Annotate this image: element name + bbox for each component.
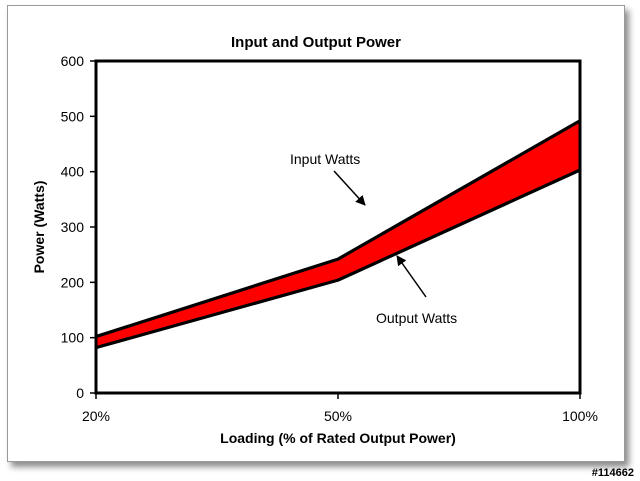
series-line-output-watts — [95, 168, 581, 350]
watermark: #114662 — [591, 467, 634, 479]
x-axis-title: Loading (% of Rated Output Power) — [220, 430, 456, 446]
y-axis-title: Power (Watts) — [31, 181, 47, 274]
x-tick-label: 50% — [324, 408, 352, 424]
y-tick-label: 500 — [61, 108, 85, 124]
input-watts-arrow — [333, 170, 366, 206]
output-watts-annotation: Output Watts — [376, 310, 457, 326]
plot-area: 0 100 200 300 400 500 600 20% 50% 100% — [61, 53, 598, 424]
chart-frame — [7, 5, 625, 462]
y-tick-label: 300 — [61, 219, 85, 235]
output-watts-arrow — [396, 255, 427, 298]
series-line-input-watts — [95, 119, 581, 339]
y-tick-label: 0 — [76, 385, 84, 401]
input-watts-annotation: Input Watts — [290, 151, 360, 167]
plot-border — [94, 59, 582, 395]
y-tick-label: 200 — [61, 274, 85, 290]
y-tick-label: 400 — [61, 164, 85, 180]
band-between-series — [96, 120, 580, 348]
x-tick-label: 20% — [82, 408, 110, 424]
chart-title: Input and Output Power — [231, 34, 401, 51]
y-tick-label: 600 — [61, 53, 85, 69]
y-tick-label: 100 — [61, 330, 85, 346]
x-tick-label: 100% — [562, 408, 598, 424]
